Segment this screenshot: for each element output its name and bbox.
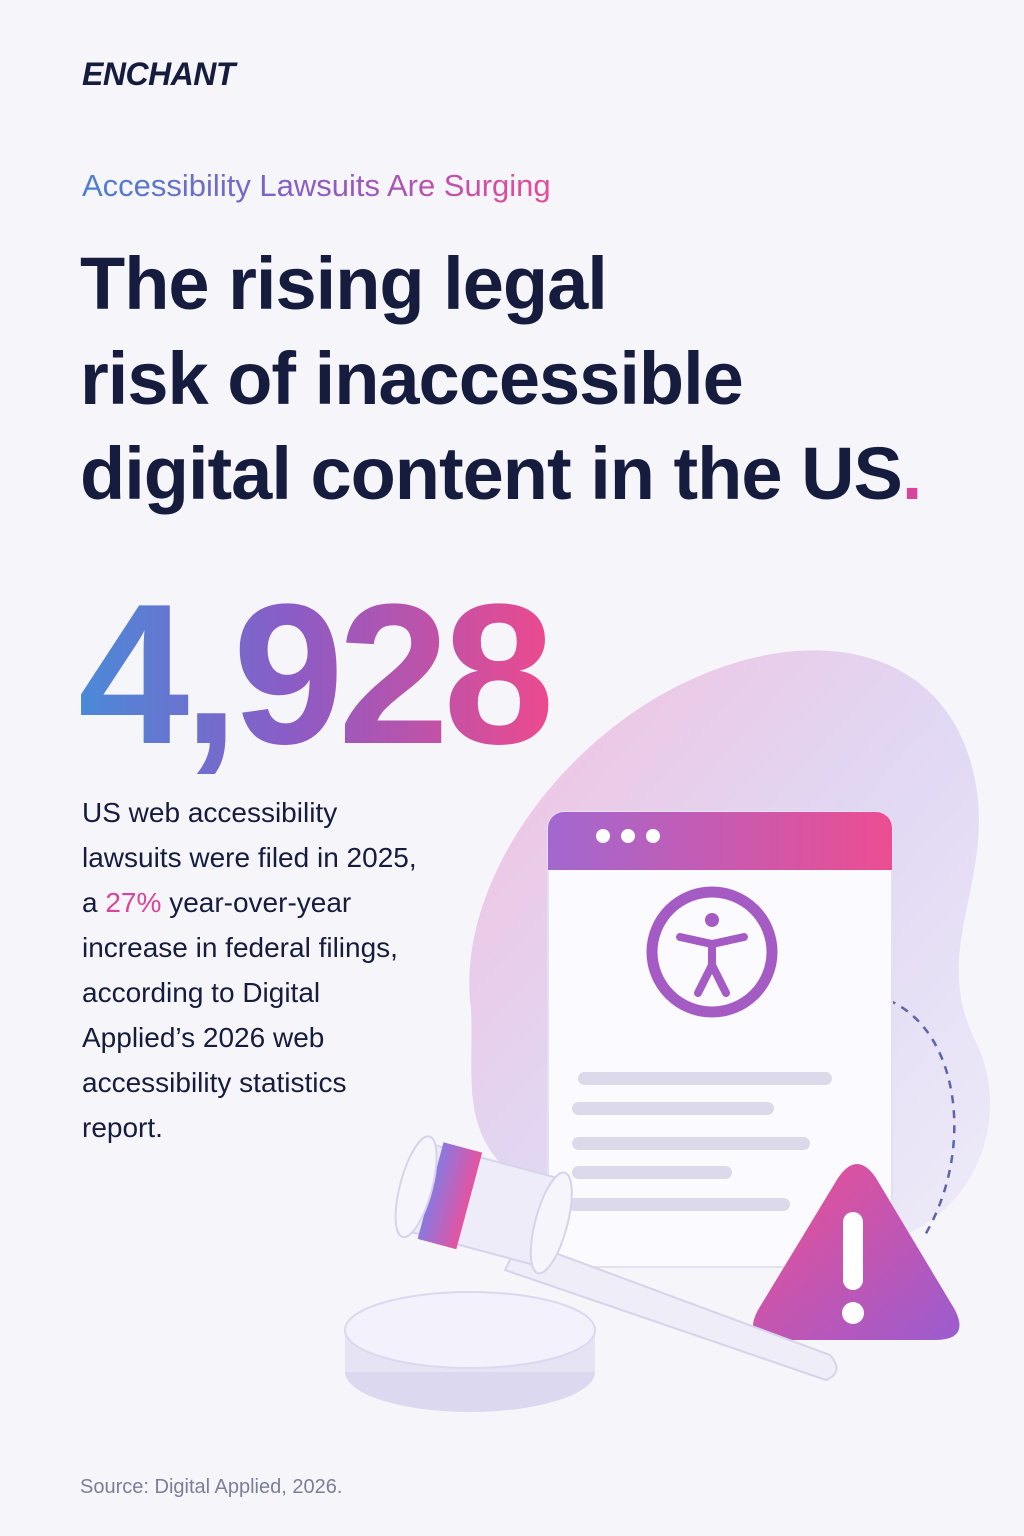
body-line: report. [82, 1112, 163, 1143]
stat-number: 4,928 [78, 563, 554, 786]
body-line: lawsuits were filed in 2025, [82, 842, 417, 873]
headline: The rising legal risk of inaccessible di… [80, 236, 923, 521]
source-text: Digital Applied, 2026. [154, 1476, 343, 1498]
headline-period: . [901, 432, 923, 515]
headline-line: digital content in the US. [80, 426, 923, 521]
highlight: 27% [105, 887, 162, 918]
browser-window [547, 811, 893, 1268]
body-line: according to Digital [82, 977, 321, 1008]
gavel [344, 1135, 838, 1412]
headline-line: The rising legal [80, 242, 608, 325]
source-label: Source: [80, 1476, 149, 1498]
headline-line: risk of inaccessible [80, 337, 744, 420]
body-line: Applied’s 2026 web [82, 1022, 325, 1053]
warning-triangle [752, 1164, 960, 1340]
body-text: year-over-year [169, 887, 352, 918]
body-line: US web accessibility [82, 797, 338, 828]
kicker: Accessibility Lawsuits Are Surging [82, 168, 551, 203]
body-line: increase in federal filings, [82, 932, 398, 963]
dashed-curve [887, 998, 956, 1236]
headline-text: digital content in the US [80, 432, 903, 515]
brand-logo: ENCHANT [82, 56, 235, 92]
body-text: US web accessibility lawsuits were filed… [82, 790, 417, 1150]
source: Source: Digital Applied, 2026. [80, 1476, 342, 1499]
body-line: accessibility statistics [82, 1067, 347, 1098]
body-line: a 27% year-over-year [82, 880, 417, 925]
body-text: a [82, 887, 98, 918]
